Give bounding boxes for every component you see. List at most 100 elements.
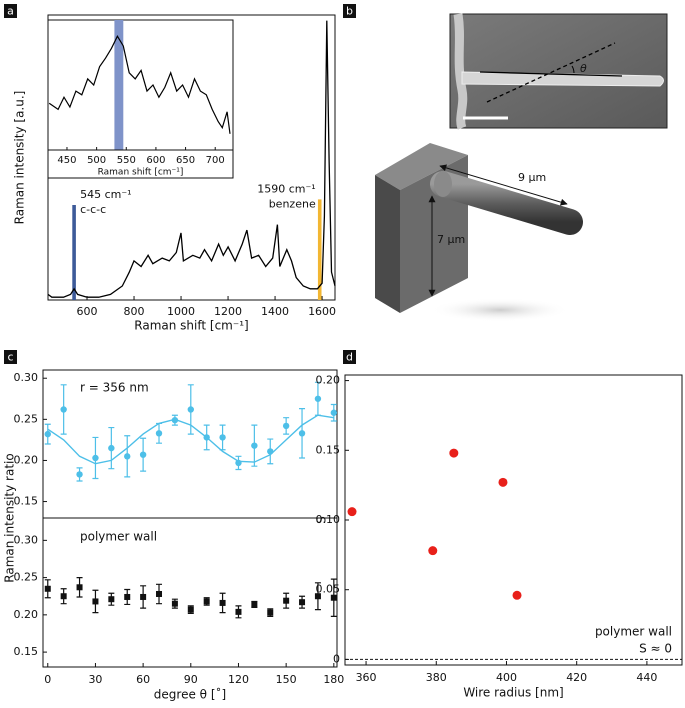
point xyxy=(187,606,194,613)
point xyxy=(347,507,357,517)
panel-label: a xyxy=(7,5,14,18)
block-top xyxy=(375,143,468,190)
polarization-axis xyxy=(486,42,616,103)
point xyxy=(60,406,67,413)
x-tick-label: 1200 xyxy=(214,305,242,318)
length-label: 9 µm xyxy=(518,171,546,184)
x-tick-label: 120 xyxy=(228,673,249,686)
y-axis-label: Raman intensity ratio xyxy=(3,453,17,582)
point xyxy=(124,453,131,460)
inset-x-tick-label: 550 xyxy=(117,155,136,166)
x-tick-label: 1400 xyxy=(261,305,289,318)
x-tick-label: 600 xyxy=(77,305,98,318)
inset-x-tick-label: 600 xyxy=(146,155,165,166)
y-tick-label: 0.20 xyxy=(316,374,341,387)
x-tick-label: 150 xyxy=(276,673,297,686)
point xyxy=(171,600,178,607)
point xyxy=(512,590,522,600)
shadow xyxy=(430,298,570,322)
x-axis-label: degree θ [˚] xyxy=(154,687,226,702)
inset-line xyxy=(48,34,231,134)
panel-label: d xyxy=(346,351,353,364)
panel-label-box xyxy=(343,4,356,18)
y-tick-label: 0.15 xyxy=(316,443,341,456)
panel-label: b xyxy=(346,5,353,18)
peak-marker xyxy=(317,199,322,300)
panel-label: c xyxy=(7,351,13,364)
y-tick-label: 0.15 xyxy=(14,645,39,658)
inset-x-tick-label: 450 xyxy=(57,155,76,166)
panel-label-box xyxy=(4,350,17,364)
point xyxy=(76,584,83,591)
point xyxy=(428,546,438,556)
x-tick-label: 30 xyxy=(88,673,102,686)
point xyxy=(203,598,210,605)
point xyxy=(171,416,179,424)
x-axis-label: Raman shift [cm⁻¹] xyxy=(134,319,248,333)
point xyxy=(155,430,163,437)
point xyxy=(108,444,115,452)
x-tick-label: 800 xyxy=(124,305,145,318)
inset-x-tick-label: 500 xyxy=(87,155,106,166)
annotation-note: S ≈ 0 xyxy=(639,642,672,656)
point xyxy=(251,442,258,449)
peak-note: benzene xyxy=(269,197,316,210)
x-tick-label: 0 xyxy=(44,673,51,686)
x-tick-label: 1000 xyxy=(167,305,195,318)
point xyxy=(299,599,306,606)
wire-end xyxy=(434,171,452,197)
inset-x-axis-label: Raman shift [cm⁻¹] xyxy=(98,168,184,178)
x-axis-label: Wire radius [nm] xyxy=(463,686,563,700)
height-label: 7 µm xyxy=(437,233,465,246)
point xyxy=(44,430,51,438)
peak-marker xyxy=(72,205,76,300)
point xyxy=(219,599,226,606)
x-tick-label: 90 xyxy=(184,673,198,686)
point xyxy=(92,598,99,605)
x-tick-label: 380 xyxy=(426,671,447,684)
y-tick-label: 0.05 xyxy=(316,583,341,596)
point xyxy=(330,409,338,416)
x-tick-label: 180 xyxy=(323,673,344,686)
y-tick-label: 0.10 xyxy=(316,513,341,526)
point xyxy=(251,601,258,608)
sem-image xyxy=(449,13,668,129)
peak-label: 1590 cm⁻¹ xyxy=(257,182,315,195)
point xyxy=(44,585,51,592)
plot-frame xyxy=(42,517,338,668)
point xyxy=(124,593,131,600)
inset-x-tick-label: 650 xyxy=(176,155,195,166)
point xyxy=(92,454,99,462)
y-tick-label: 0.25 xyxy=(14,571,39,584)
inset-highlight xyxy=(114,20,124,150)
length-arrow xyxy=(439,164,568,206)
annotation: polymer wall xyxy=(80,530,157,544)
y-tick-label: 0.25 xyxy=(14,412,39,425)
y-tick-label: 0.30 xyxy=(14,533,39,546)
y-tick-label: 0.15 xyxy=(14,495,39,508)
point xyxy=(203,434,210,441)
y-axis-label: Raman intensity [a.u.] xyxy=(13,91,27,225)
spectrum-line xyxy=(47,20,336,298)
point xyxy=(267,448,274,455)
x-tick-label: 360 xyxy=(356,671,377,684)
point xyxy=(314,593,321,600)
panel-b: 9 µm 7 µm θ xyxy=(375,13,668,322)
point xyxy=(76,471,83,478)
y-axis-label: S xyxy=(315,516,329,524)
peak-label: 545 cm⁻¹ xyxy=(80,188,131,201)
peak-note: c-c-c xyxy=(80,203,106,216)
y-tick-label: 0.20 xyxy=(14,453,39,466)
annotation: polymer wall xyxy=(595,625,672,639)
inset-x-tick-label: 700 xyxy=(206,155,225,166)
plot-frame xyxy=(344,374,683,666)
y-tick-label: 0.20 xyxy=(14,608,39,621)
sem-wall xyxy=(453,13,468,130)
point xyxy=(283,597,290,604)
point xyxy=(156,590,163,597)
point xyxy=(139,451,147,458)
x-tick-label: 440 xyxy=(636,671,657,684)
y-tick-label: 0 xyxy=(333,652,340,665)
point xyxy=(235,608,242,615)
point xyxy=(449,448,459,458)
